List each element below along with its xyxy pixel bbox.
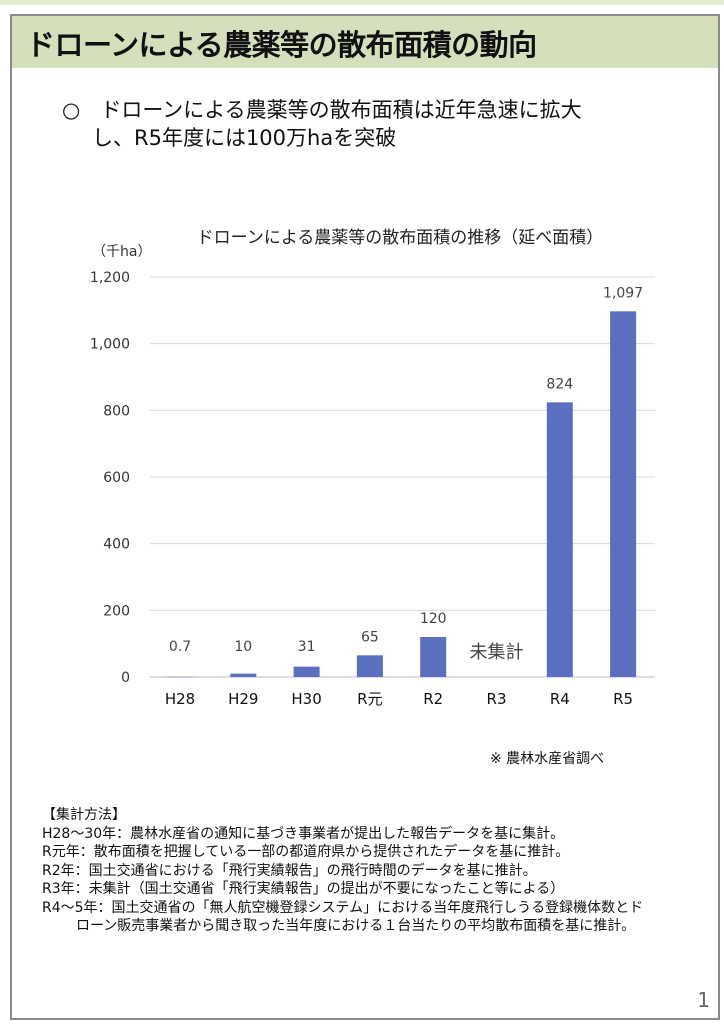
y-axis-label: （千ha） — [92, 244, 151, 260]
x-tick-label: R3 — [487, 690, 507, 708]
bar-H28 — [167, 676, 193, 678]
data-label: 65 — [361, 629, 379, 645]
chart-title: ドローンによる農薬等の散布面積の推移（延べ面積） — [197, 228, 604, 248]
y-tick-label: 1,000 — [90, 337, 130, 353]
data-label: 未集計 — [470, 642, 524, 663]
y-tick-label: 0 — [121, 670, 130, 686]
bar-R2 — [420, 637, 447, 677]
method-line: H28～30年：農林水産省の通知に基づき事業者が提出した報告データを基に集計。 — [42, 825, 565, 842]
x-tick-label: H29 — [228, 690, 258, 708]
method-heading: 【集計方法】 — [42, 807, 126, 823]
method-line: R2年：国土交通省における「飛行実績報告」の飛行時間のデータを基に推計。 — [42, 862, 537, 879]
bar-R4 — [546, 402, 573, 677]
source-note: ※ 農林水産省調べ — [490, 751, 605, 767]
bar-R元 — [356, 655, 383, 677]
lead-line-2: し、R5年度には100万haを突破 — [92, 126, 397, 150]
y-tick-label: 800 — [103, 403, 130, 419]
y-tick-label: 600 — [103, 470, 130, 486]
data-label: 120 — [420, 611, 447, 627]
method-line: R元年：散布面積を把握している一部の都道府県から提供されたデータを基に推計。 — [42, 844, 570, 860]
data-label: 31 — [298, 639, 316, 655]
data-label: 10 — [234, 639, 252, 655]
page-title: ドローンによる農薬等の散布面積の動向 — [26, 28, 537, 62]
data-label: 0.7 — [169, 639, 191, 655]
bullet-icon: ○ — [62, 98, 81, 122]
bar-R5 — [610, 311, 637, 677]
y-tick-label: 200 — [103, 603, 130, 619]
title-band — [12, 16, 718, 68]
bar-H30 — [293, 666, 320, 677]
x-tick-label: R元 — [357, 690, 382, 708]
data-label: 824 — [546, 376, 573, 392]
method-section: 【集計方法】 H28～30年：農林水産省の通知に基づき事業者が提出した報告データ… — [42, 806, 643, 936]
x-tick-label: R2 — [423, 690, 443, 708]
x-tick-label: R4 — [550, 690, 570, 708]
bar-chart: ドローンによる農薬等の散布面積の推移（延べ面積） （千ha） 0 200 400 600 8… — [90, 228, 655, 708]
method-line: ローン販売事業者から聞き取った当年度における１台当たりの平均散布面積を基に推計。 — [76, 918, 636, 934]
y-tick-label: 400 — [103, 537, 130, 553]
x-tick-label: H28 — [165, 690, 195, 708]
lead-text: ○ ドローンによる農薬等の散布面積は近年急速に拡大 し、R5年度には100万ha… — [62, 96, 582, 152]
slide-frame — [10, 14, 720, 1020]
data-label: 1,097 — [603, 285, 643, 301]
method-line: R3年：未集計（国土交通省「飛行実績報告」の提出が不要になったこと等による） — [42, 881, 565, 897]
page-number: 1 — [697, 988, 710, 1012]
bar-H29 — [230, 673, 257, 677]
y-tick-label: 1,200 — [90, 270, 130, 286]
x-tick-label: R5 — [613, 690, 633, 708]
top-strip — [0, 0, 724, 5]
method-line: R4～5年：国土交通省の「無人航空機登録システム」における当年度飛行しうる登録機… — [42, 899, 644, 916]
lead-line-1: ドローンによる農薬等の散布面積は近年急速に拡大 — [100, 98, 582, 122]
x-tick-label: H30 — [291, 690, 321, 708]
